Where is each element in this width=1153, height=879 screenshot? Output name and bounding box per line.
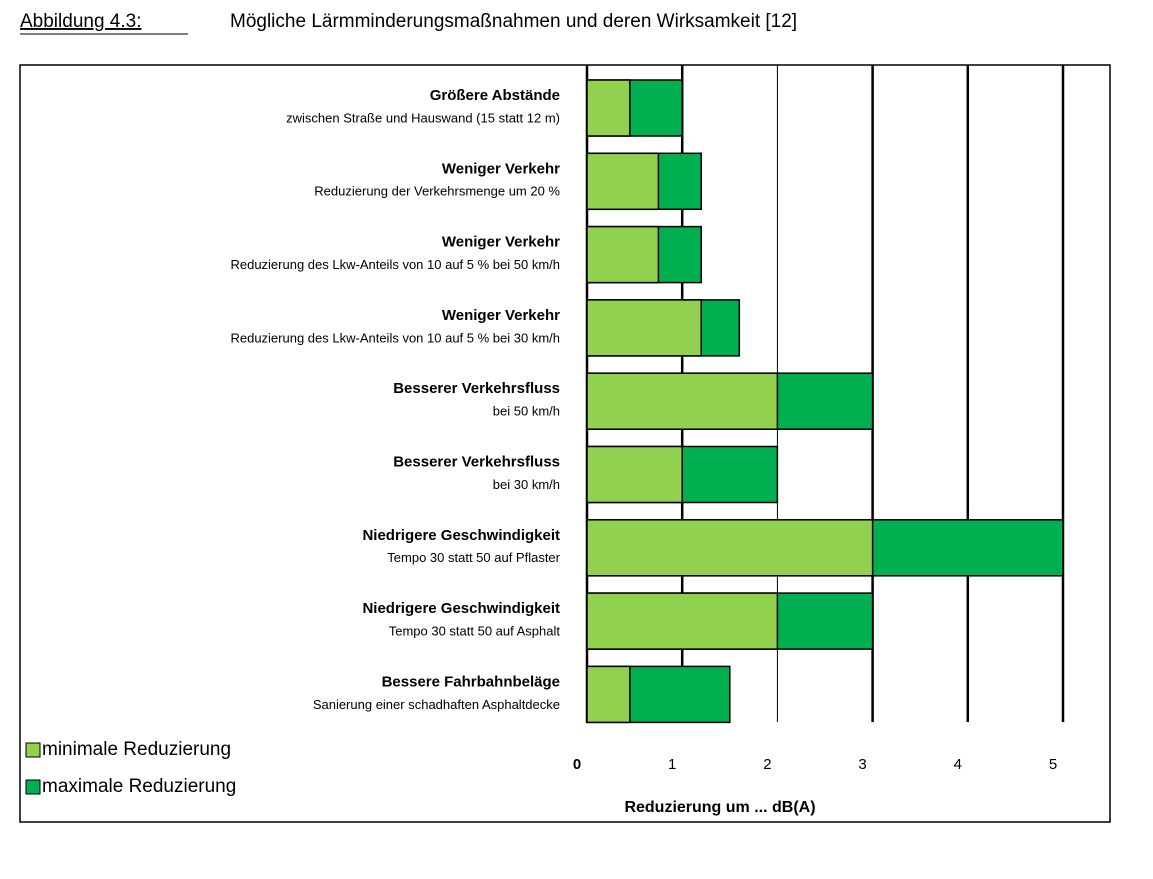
legend-swatch (25, 742, 41, 758)
bar (586, 445, 683, 504)
category-subtitle: Reduzierung des Lkw-Anteils von 10 auf 5… (230, 257, 560, 272)
x-tick-label: 1 (668, 756, 676, 773)
category-label: Besserer Verkehrsfluss (393, 380, 560, 397)
frame (19, 64, 1111, 823)
bar (586, 79, 631, 137)
x-tick-label: 3 (858, 756, 866, 773)
category-label: Bessere Fahrbahnbeläge (382, 673, 560, 690)
category-subtitle: Tempo 30 statt 50 auf Asphalt (389, 624, 561, 639)
legend-swatch (25, 779, 41, 795)
x-axis-label: Reduzierung um ... dB(A) (624, 799, 815, 816)
category-label: Weniger Verkehr (442, 160, 560, 177)
legend-label: maximale Reduzierung (42, 776, 236, 797)
category-subtitle: Reduzierung des Lkw-Anteils von 10 auf 5… (230, 330, 560, 345)
category-subtitle: Reduzierung der Verkehrsmenge um 20 % (314, 184, 560, 199)
legend-label: minimale Reduzierung (42, 739, 231, 760)
category-subtitle: Sanierung einer schadhaften Asphaltdecke (313, 697, 560, 712)
category-label: Größere Abstände (430, 87, 560, 104)
bar (586, 372, 779, 430)
category-subtitle: bei 30 km/h (493, 477, 560, 492)
x-tick-label: 5 (1049, 756, 1057, 773)
x-tick-label: 0 (573, 756, 581, 773)
category-label: Niedrigere Geschwindigkeit (362, 600, 560, 617)
category-subtitle: Tempo 30 statt 50 auf Pflaster (387, 550, 560, 565)
category-label: Niedrigere Geschwindigkeit (362, 527, 560, 544)
x-tick-label: 2 (763, 756, 771, 773)
x-tick-label: 4 (954, 756, 962, 773)
chart-title: Mögliche Lärmminderungsmaßnahmen und der… (230, 11, 797, 32)
category-label: Weniger Verkehr (442, 307, 560, 324)
bar (586, 299, 702, 357)
bar (586, 152, 660, 211)
bar (586, 592, 779, 650)
caption-label: Abbildung 4.3: (20, 11, 142, 32)
bar (586, 225, 660, 284)
bar (586, 665, 631, 724)
category-label: Weniger Verkehr (442, 234, 560, 251)
category-label: Besserer Verkehrsfluss (393, 453, 560, 470)
category-subtitle: bei 50 km/h (493, 404, 560, 419)
bar (586, 519, 874, 577)
category-subtitle: zwischen Straße und Hauswand (15 statt 1… (286, 110, 560, 125)
